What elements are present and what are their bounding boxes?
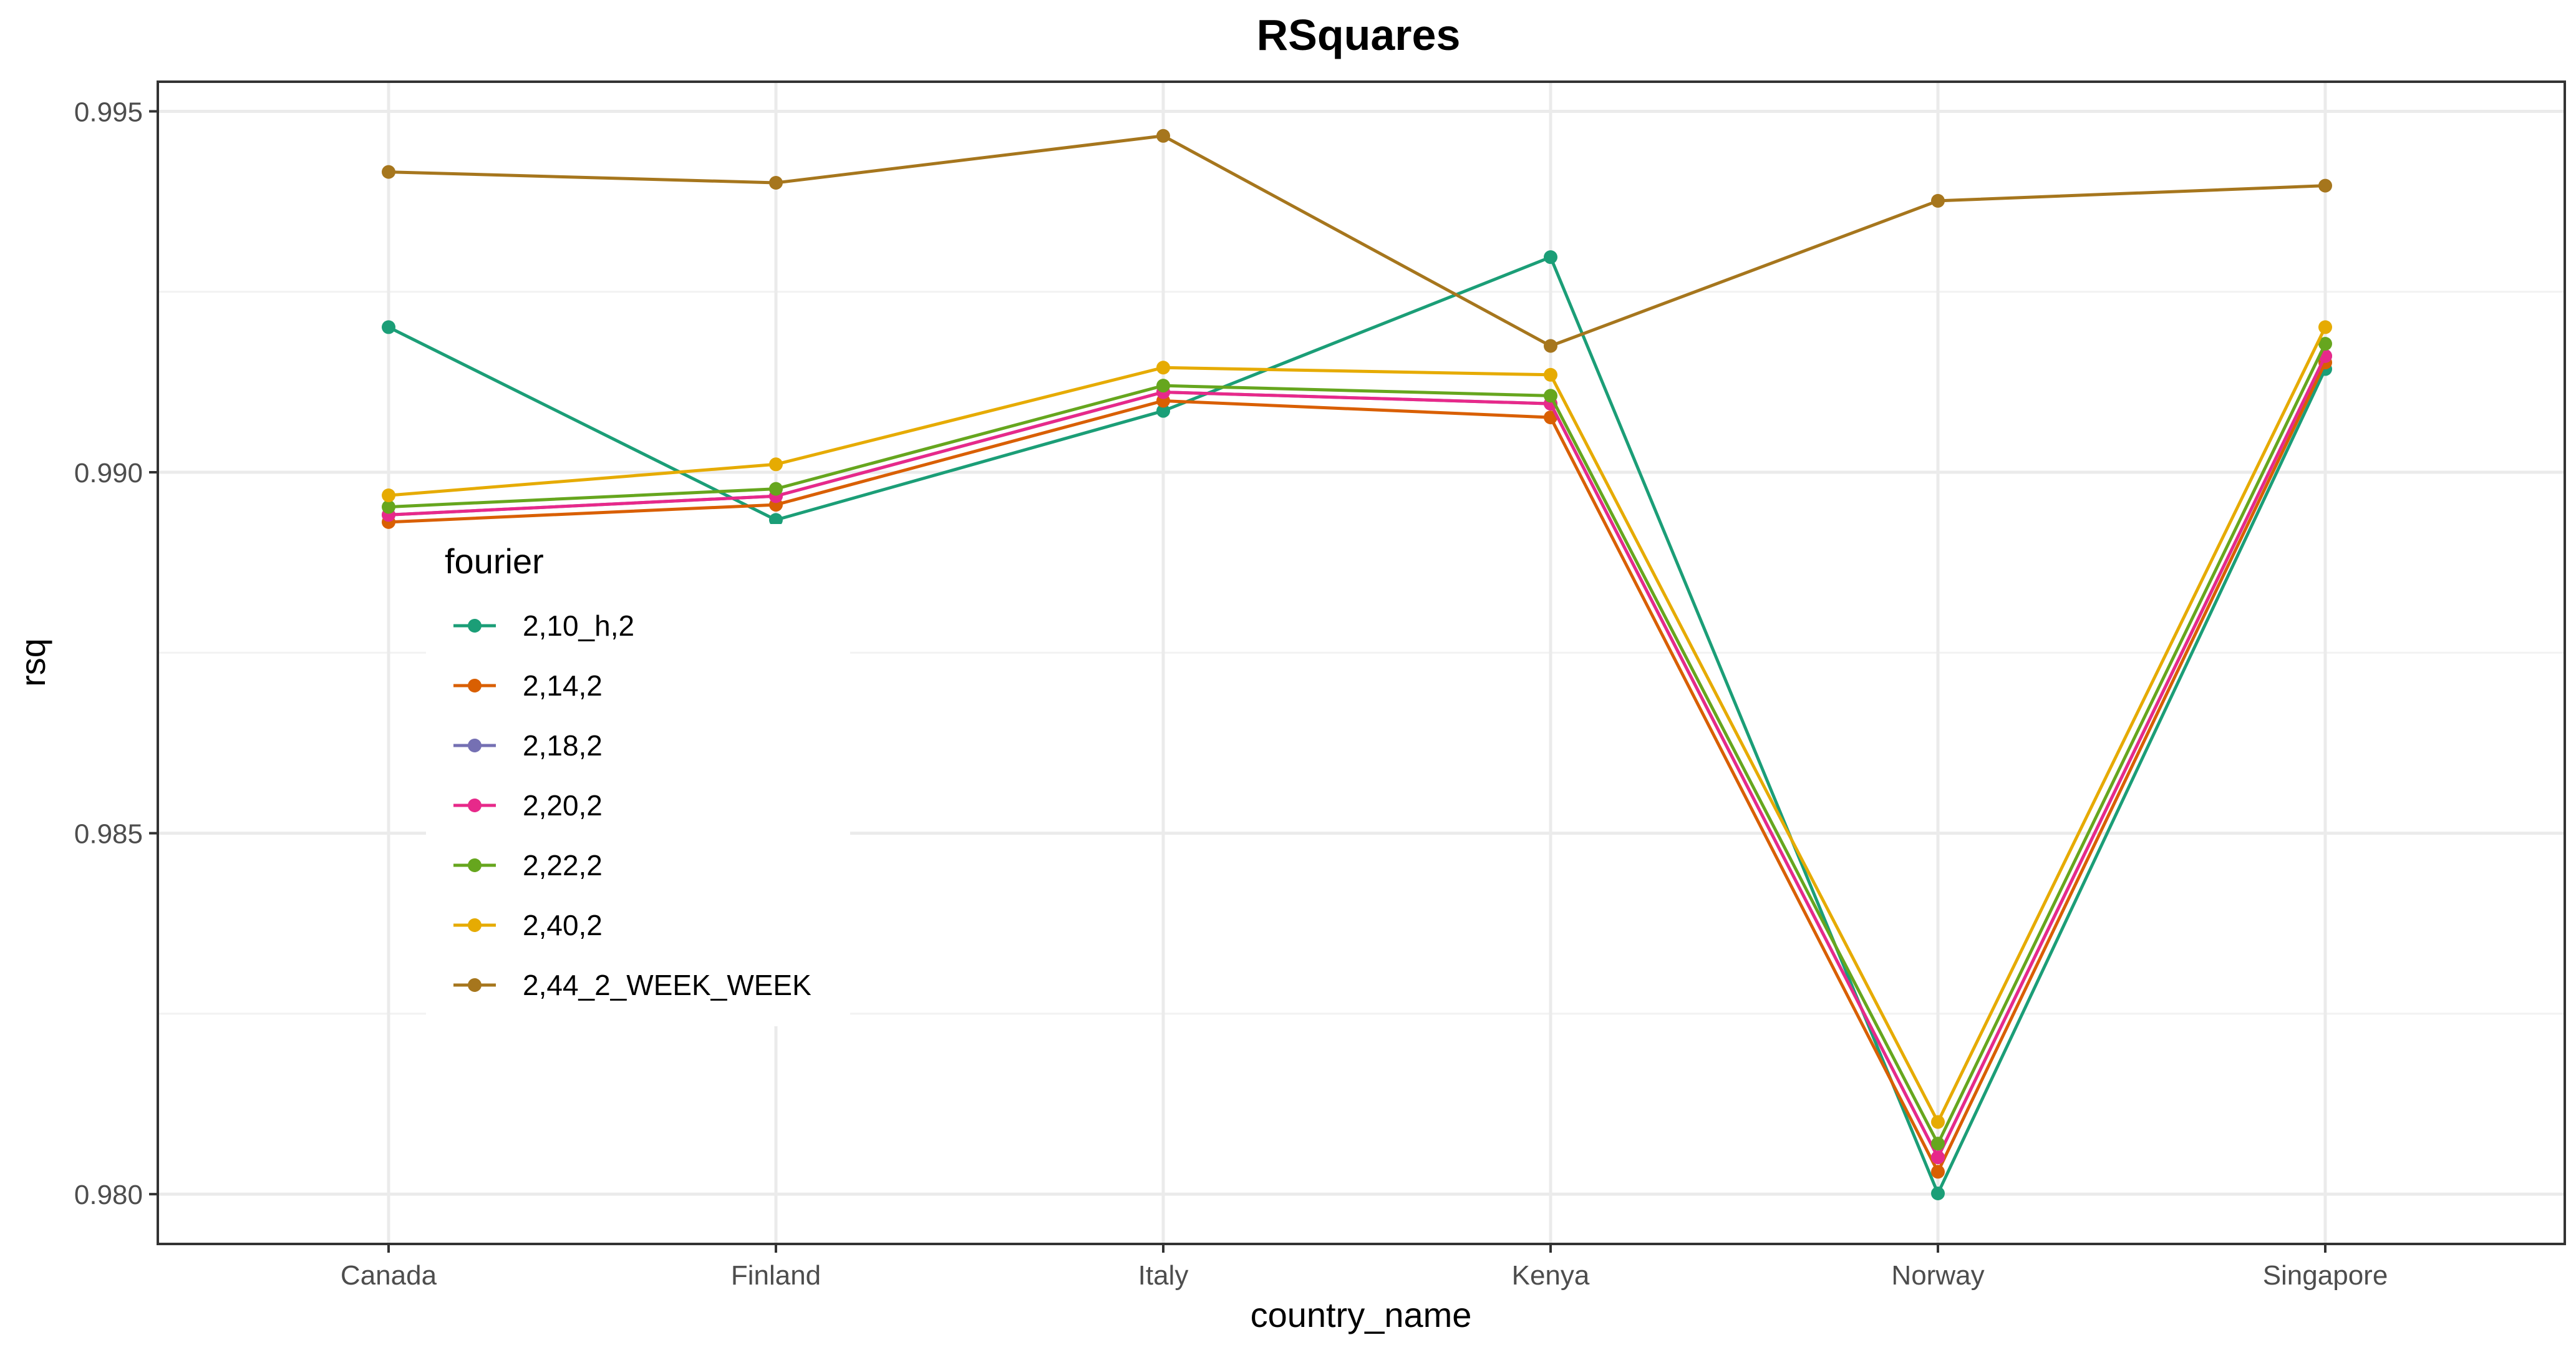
data-point (1931, 1187, 1945, 1200)
data-point (1931, 1137, 1945, 1151)
y-tick-label: 0.980 (74, 1180, 143, 1210)
series-line (388, 134, 2326, 348)
data-point (1156, 404, 1170, 418)
legend-item: 2,14,2 (453, 669, 603, 702)
x-axis-label: country_name (1251, 1295, 1472, 1334)
data-point (1156, 379, 1170, 393)
legend-item: 2,10_h,2 (453, 610, 634, 642)
y-axis-label: rsq (13, 638, 52, 687)
series-layer (382, 129, 2332, 1200)
data-point (1544, 339, 1557, 353)
legend-item: 2,40,2 (453, 909, 603, 941)
legend-item: 2,18,2 (453, 729, 603, 762)
legend-key-point (468, 918, 482, 932)
x-tick-label: Canada (341, 1260, 437, 1291)
data-point (382, 165, 395, 179)
series-line (387, 255, 2327, 1195)
data-point (382, 320, 395, 334)
data-point (382, 488, 395, 503)
data-point (1544, 367, 1557, 382)
x-tick-label: Italy (1138, 1260, 1189, 1291)
chart-title: RSquares (1257, 11, 1461, 59)
legend-key-point (468, 679, 482, 692)
legend-item-label: 2,14,2 (523, 669, 603, 702)
legend-item-label: 2,18,2 (523, 729, 603, 762)
series-line (388, 326, 2327, 1124)
y-tick-label: 0.995 (74, 97, 143, 127)
legend-item-label: 2,22,2 (523, 849, 603, 881)
y-tick-label: 0.985 (74, 819, 143, 850)
series-7 (382, 129, 2332, 353)
panel-border (157, 80, 2566, 1245)
series-line (388, 362, 2327, 1173)
data-point (1544, 250, 1557, 265)
data-point (769, 176, 783, 190)
data-point (1156, 361, 1170, 375)
legend-title: fourier (445, 542, 544, 581)
data-point (769, 513, 783, 527)
grid (158, 82, 2565, 1244)
data-point (2318, 320, 2332, 334)
y-axis: 0.980 0.985 0.990 0.995 (74, 97, 158, 1210)
legend-key-point (468, 978, 482, 992)
legend-key-point (468, 799, 482, 812)
data-point (1544, 389, 1557, 403)
data-point (1931, 193, 1945, 208)
data-point (1931, 1165, 1945, 1179)
y-tick-label: 0.990 (74, 458, 143, 488)
legend-key-point (468, 858, 482, 872)
legend-items: 2,10_h,2 2,14,2 2,18,2 2,20,2 2,22,2 2,40,2 2,… (453, 610, 811, 1001)
x-tick-label: Kenya (1512, 1260, 1590, 1291)
legend-item: 2,22,2 (453, 849, 603, 881)
legend-key-point (468, 619, 482, 633)
legend-background (426, 524, 850, 1026)
series-line (388, 342, 2327, 1145)
data-point (1931, 1115, 1945, 1129)
data-point (382, 500, 395, 514)
x-tick-label: Singapore (2263, 1260, 2388, 1291)
legend-item-label: 2,44_2_WEEK_WEEK (523, 969, 811, 1001)
series-line (388, 355, 2327, 1159)
data-point (2318, 178, 2332, 193)
data-point (1156, 129, 1170, 143)
x-tick-label: Finland (731, 1260, 821, 1291)
data-point (769, 482, 783, 496)
legend-item-label: 2,10_h,2 (523, 610, 634, 642)
legend: fourier 2,10_h,2 2,14,2 2,18,2 2,20,2 2,22,2… (426, 524, 850, 1026)
legend-item: 2,20,2 (453, 789, 603, 822)
series-5 (382, 337, 2332, 1151)
legend-key-point (468, 739, 482, 752)
legend-item-label: 2,40,2 (523, 909, 603, 941)
series-6 (382, 320, 2332, 1129)
x-tick-label: Norway (1891, 1260, 1984, 1291)
data-point (769, 457, 783, 472)
data-point (2318, 337, 2332, 351)
legend-item: 2,44_2_WEEK_WEEK (453, 969, 811, 1001)
x-axis: Canada Finland Italy Kenya Norway Singapore (341, 1244, 2388, 1291)
data-point (1931, 1150, 1945, 1165)
data-point (1544, 410, 1557, 425)
legend-item-label: 2,20,2 (523, 789, 603, 822)
